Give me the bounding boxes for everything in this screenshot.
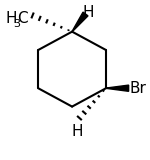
Text: H: H bbox=[71, 124, 83, 139]
Text: H: H bbox=[83, 5, 94, 20]
Text: C: C bbox=[17, 11, 27, 26]
Polygon shape bbox=[106, 85, 129, 91]
Text: 3: 3 bbox=[13, 19, 20, 29]
Polygon shape bbox=[72, 12, 88, 32]
Text: Br: Br bbox=[129, 81, 146, 96]
Text: H: H bbox=[6, 11, 17, 26]
